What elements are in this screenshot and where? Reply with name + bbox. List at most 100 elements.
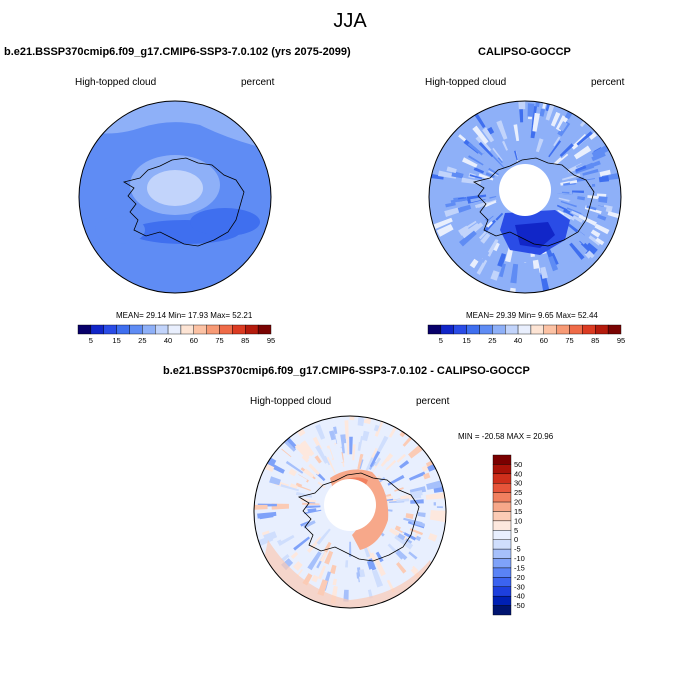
map-speckle-cell [257, 511, 277, 519]
map-speckle-cell [318, 565, 326, 580]
map-speckle-cell [590, 229, 601, 238]
map-speckle-cell [488, 167, 499, 176]
panel2-colorbar-swatch [440, 324, 454, 335]
map-speckle-cell [368, 558, 377, 571]
panel3-colorbar-swatch [492, 577, 512, 587]
map-speckle-cell [302, 520, 316, 529]
panel3-colorbar-tick-label: -40 [514, 592, 525, 601]
map-speckle-cell [302, 502, 320, 505]
map-speckle-cell [442, 176, 459, 185]
map-speckle-cell [560, 200, 577, 208]
map-speckle-cell [451, 171, 464, 179]
panel2-speckle [429, 101, 621, 293]
map-speckle-cell [344, 420, 349, 440]
panel3-colorbar-swatch [492, 595, 512, 606]
map-speckle-cell [539, 108, 546, 117]
panel3-stats: MIN = -20.58 MAX = 20.96 [458, 432, 554, 441]
map-speckle-cell [300, 440, 315, 457]
panel3-colorbar-swatch [492, 539, 512, 550]
figure-title: JJA [333, 10, 367, 32]
map-speckle-cell [558, 121, 568, 132]
map-speckle-cell [502, 140, 508, 151]
map-speckle-cell [435, 164, 446, 171]
map-speckle-cell [304, 509, 322, 515]
map-speckle-cell [396, 498, 410, 502]
map-speckle-cell [577, 196, 585, 201]
panel2-fill [429, 101, 621, 293]
map-speckle-cell [563, 208, 575, 217]
panel1-colorbar-swatch [245, 324, 259, 335]
map-speckle-cell [482, 108, 492, 120]
map-speckle-cell [352, 444, 356, 461]
panel1-colorbar-swatch [257, 324, 272, 335]
map-speckle-cell [588, 132, 597, 140]
map-speckle-cell [446, 166, 457, 174]
panel2-polar-gap [499, 164, 551, 216]
map-speckle-cell [569, 125, 586, 143]
map-speckle-cell [345, 560, 349, 568]
map-speckle-cell [330, 564, 337, 574]
map-speckle-cell [573, 239, 582, 248]
panel3-colorbar-tick-label: -15 [514, 563, 525, 572]
map-speckle-cell [469, 174, 483, 179]
panel2-colorbar-swatch [595, 324, 609, 335]
map-speckle-cell [484, 219, 496, 232]
map-speckle-cell [583, 171, 601, 180]
map-speckle-cell [581, 125, 590, 134]
map-speckle-cell [276, 521, 291, 529]
panel1-colorbar-tick-label: 15 [112, 336, 120, 345]
map-speckle-cell [497, 157, 503, 163]
map-speckle-cell [435, 500, 446, 507]
map-speckle-cell [468, 236, 483, 252]
panel2-colorbar-swatch [569, 324, 583, 335]
map-speckle-cell [308, 481, 316, 487]
map-speckle-cell [558, 160, 575, 171]
panel1-colorbar-tick-label: 85 [241, 336, 249, 345]
panel2-colorbar-swatch [517, 324, 532, 335]
map-speckle-cell [375, 435, 389, 456]
map-speckle-cell [298, 443, 311, 458]
map-speckle-cell [292, 499, 300, 502]
map-speckle-cell [478, 141, 494, 158]
map-speckle-cell [285, 460, 304, 474]
panel3-colorbar-swatch [492, 530, 512, 540]
map-speckle-cell [526, 257, 529, 271]
map-speckle-cell [335, 433, 342, 448]
map-speckle-cell [582, 168, 599, 177]
map-speckle-cell [569, 180, 578, 184]
map-speckle-cell [598, 175, 610, 183]
map-speckle-cell [351, 460, 354, 469]
panel3-colorbar-swatch [492, 454, 512, 465]
map-speckle-cell [454, 251, 469, 267]
map-speckle-cell [484, 206, 496, 215]
map-speckle-cell [517, 101, 526, 110]
panel1-colorbar-swatch [129, 324, 143, 335]
map-speckle-cell [568, 200, 577, 205]
panel1-stats: MEAN= 29.14 Min= 17.93 Max= 52.21 [116, 311, 253, 320]
panel3-map [253, 415, 447, 609]
map-speckle-cell [307, 508, 317, 513]
panel1-colorbar: 5 15 25 40 60 75 85 95 [77, 324, 275, 345]
map-speckle-cell [387, 543, 398, 554]
map-speckle-cell [486, 210, 498, 220]
panel1-colorbar-tick-label: 60 [190, 336, 198, 345]
map-speckle-cell [492, 155, 505, 168]
map-speckle-cell [468, 155, 484, 166]
map-speckle-cell [484, 200, 497, 208]
map-speckle-cell [315, 424, 326, 440]
map-speckle-cell [461, 223, 480, 239]
map-speckle-cell [356, 572, 360, 579]
panel3-colorbar-swatch [492, 520, 512, 531]
map-speckle-cell [486, 126, 495, 135]
map-speckle-cell [326, 456, 336, 474]
map-speckle-cell [301, 455, 310, 463]
map-speckle-cell [457, 204, 472, 213]
map-speckle-cell [315, 445, 328, 464]
map-speckle-cell [575, 209, 587, 216]
map-speckle-cell [535, 138, 544, 153]
map-speckle-cell [359, 576, 367, 590]
map-speckle-cell [472, 142, 485, 154]
map-speckle-cell [548, 140, 562, 158]
map-speckle-cell [294, 443, 310, 460]
panel3-colorbar-tick-label: 15 [514, 507, 522, 516]
